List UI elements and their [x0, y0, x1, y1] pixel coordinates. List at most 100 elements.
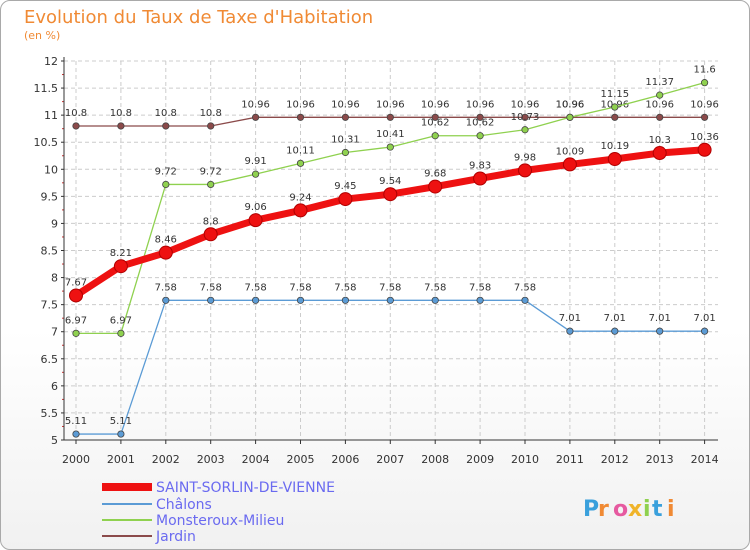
- data-point: [207, 180, 215, 189]
- data-point: [700, 327, 709, 335]
- data-point: [607, 151, 622, 166]
- x-tick-label: 2004: [242, 453, 270, 466]
- data-point: [296, 113, 305, 121]
- data-label: 10.31: [331, 135, 360, 146]
- legend-label: Monsteroux-Milieu: [156, 513, 284, 529]
- series-2: 6.97 6.97 9.72 9.72 9.91 10.11 10.31 10.41 10.62…: [65, 65, 716, 337]
- data-label: 10.96: [556, 99, 585, 110]
- y-tick-label: 10.5: [34, 136, 59, 149]
- data-point: [72, 122, 80, 130]
- data-label: 10.96: [376, 99, 405, 110]
- legend-label: Châlons: [156, 497, 212, 513]
- data-point: [431, 296, 439, 304]
- data-point: [476, 296, 484, 304]
- data-label: 7.58: [379, 282, 401, 293]
- data-label: 10.96: [331, 99, 360, 110]
- x-tick-label: 2008: [421, 453, 449, 466]
- data-point: [431, 132, 439, 140]
- data-label: 10.96: [556, 99, 585, 110]
- x-tick-label: 2005: [287, 453, 315, 466]
- x-tick-label: 2011: [556, 453, 584, 466]
- data-point: [697, 142, 712, 157]
- data-point: [566, 327, 574, 335]
- x-tick-label: 2006: [331, 453, 359, 466]
- y-tick-label: 11.5: [34, 82, 59, 95]
- data-point: [428, 179, 443, 194]
- data-point: [72, 329, 80, 337]
- legend-label: SAINT-SORLIN-DE-VIENNE: [156, 480, 335, 496]
- data-label: 5.11: [65, 416, 87, 427]
- data-label: 11.15: [600, 89, 629, 100]
- logo-letter: r: [598, 497, 609, 522]
- data-label: 10.36: [690, 132, 719, 143]
- series-3: 10.8 10.8 10.8 10.8 10.96 10.96 10.96 10.96 10.9…: [65, 99, 719, 130]
- data-label: 9.91: [244, 156, 266, 167]
- series-0: 7.67 8.21 8.46 8.8 9.06 9.24 9.45 9.54 9.68 9.83 9…: [65, 132, 719, 303]
- data-point: [476, 113, 484, 121]
- data-point: [386, 296, 394, 304]
- data-label: 7.58: [155, 282, 177, 293]
- y-tick-label: 8.5: [41, 245, 59, 258]
- data-label: 10.96: [286, 99, 315, 110]
- data-label: 7.67: [65, 277, 87, 288]
- data-point: [652, 146, 667, 161]
- x-tick-label: 2000: [62, 453, 90, 466]
- data-label: 10.8: [155, 108, 177, 119]
- data-point: [341, 113, 349, 121]
- data-point: [386, 113, 394, 121]
- data-label: 10.96: [241, 99, 270, 110]
- y-tick-label: 10: [44, 163, 58, 176]
- data-point: [162, 122, 170, 130]
- data-point: [566, 113, 574, 121]
- data-label: 10.8: [65, 108, 87, 119]
- data-point: [562, 157, 577, 172]
- data-point: [611, 327, 619, 335]
- y-tick-label: 8: [51, 272, 58, 285]
- data-point: [476, 132, 484, 140]
- data-label: 7.01: [649, 313, 671, 324]
- y-axis-unit: (en %): [24, 29, 60, 42]
- data-label: 7.01: [693, 313, 715, 324]
- data-label: 10.96: [466, 99, 495, 110]
- data-point: [117, 329, 125, 337]
- data-point: [117, 122, 125, 130]
- data-label: 6.97: [110, 315, 132, 326]
- data-point: [113, 259, 128, 274]
- data-label: 7.01: [604, 313, 626, 324]
- data-point: [611, 113, 619, 121]
- data-label: 9.06: [244, 202, 266, 213]
- data-point: [252, 113, 260, 121]
- logo-letter: i: [667, 497, 675, 522]
- data-label: 10.62: [466, 118, 495, 129]
- data-label: 8.21: [110, 248, 132, 259]
- data-point: [72, 430, 80, 438]
- data-label: 10.8: [200, 108, 222, 119]
- data-label: 9.45: [334, 181, 356, 192]
- y-tick-label: 6.5: [41, 353, 59, 366]
- y-tick-label: 5: [51, 434, 58, 447]
- data-label: 7.01: [559, 313, 581, 324]
- data-label: 7.58: [244, 282, 266, 293]
- data-point: [296, 296, 305, 304]
- data-point: [700, 79, 709, 87]
- data-point: [656, 113, 664, 121]
- data-point: [162, 180, 170, 189]
- data-label: 9.68: [424, 169, 446, 180]
- data-point: [207, 296, 215, 304]
- x-tick-label: 2001: [107, 453, 135, 466]
- series-layer: 10.8 10.8 10.8 10.8 10.96 10.96 10.96 10.96 10.9…: [65, 65, 719, 438]
- y-tick-label: 5.5: [41, 407, 59, 420]
- data-label: 10.73: [511, 112, 540, 123]
- data-point: [700, 113, 709, 121]
- data-label: 6.97: [65, 315, 87, 326]
- x-tick-label: 2014: [691, 453, 719, 466]
- data-label: 10.8: [110, 108, 132, 119]
- data-label: 10.09: [556, 146, 585, 157]
- data-point: [203, 227, 218, 242]
- data-label: 9.72: [155, 166, 177, 177]
- legend-label: Jardin: [155, 529, 196, 545]
- data-point: [431, 113, 439, 121]
- x-tick-label: 2002: [152, 453, 180, 466]
- x-tick-label: 2010: [511, 453, 539, 466]
